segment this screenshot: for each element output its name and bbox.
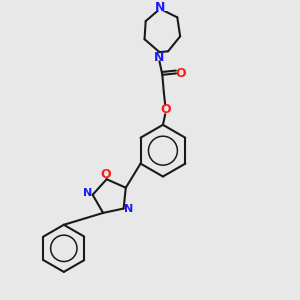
Text: O: O [100,167,110,181]
Text: N: N [154,50,165,64]
Text: O: O [160,103,170,116]
Text: N: N [155,1,165,13]
Text: N: N [124,204,134,214]
Text: O: O [176,67,186,80]
Text: N: N [83,188,92,198]
